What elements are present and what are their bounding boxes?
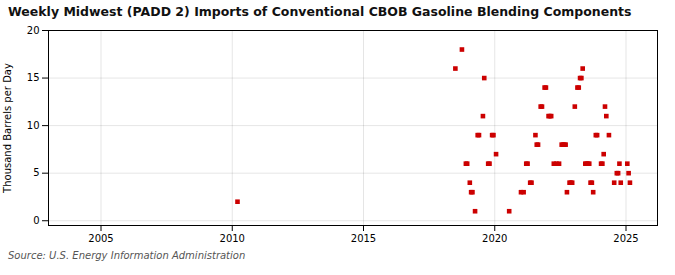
svg-text:Thousand Barrels per Day: Thousand Barrels per Day bbox=[2, 63, 13, 194]
svg-text:15: 15 bbox=[27, 72, 40, 83]
html-text:Weekly Midwest (PADD 2) Import: Weekly Midwest (PADD 2) Imports of Conve… bbox=[8, 4, 632, 19]
svg-text:0: 0 bbox=[33, 215, 39, 226]
svg-text:2005: 2005 bbox=[88, 233, 113, 244]
svg-text:5: 5 bbox=[33, 167, 39, 178]
svg-text:2020: 2020 bbox=[482, 233, 507, 244]
svg-text:2015: 2015 bbox=[351, 233, 376, 244]
svg-text:2010: 2010 bbox=[220, 233, 245, 244]
svg-text:10: 10 bbox=[27, 120, 40, 131]
svg-text:2025: 2025 bbox=[613, 233, 638, 244]
html-text:Source: U.S. Energy Informatio: Source: U.S. Energy Information Administ… bbox=[8, 250, 246, 261]
svg-text:20: 20 bbox=[27, 25, 40, 36]
